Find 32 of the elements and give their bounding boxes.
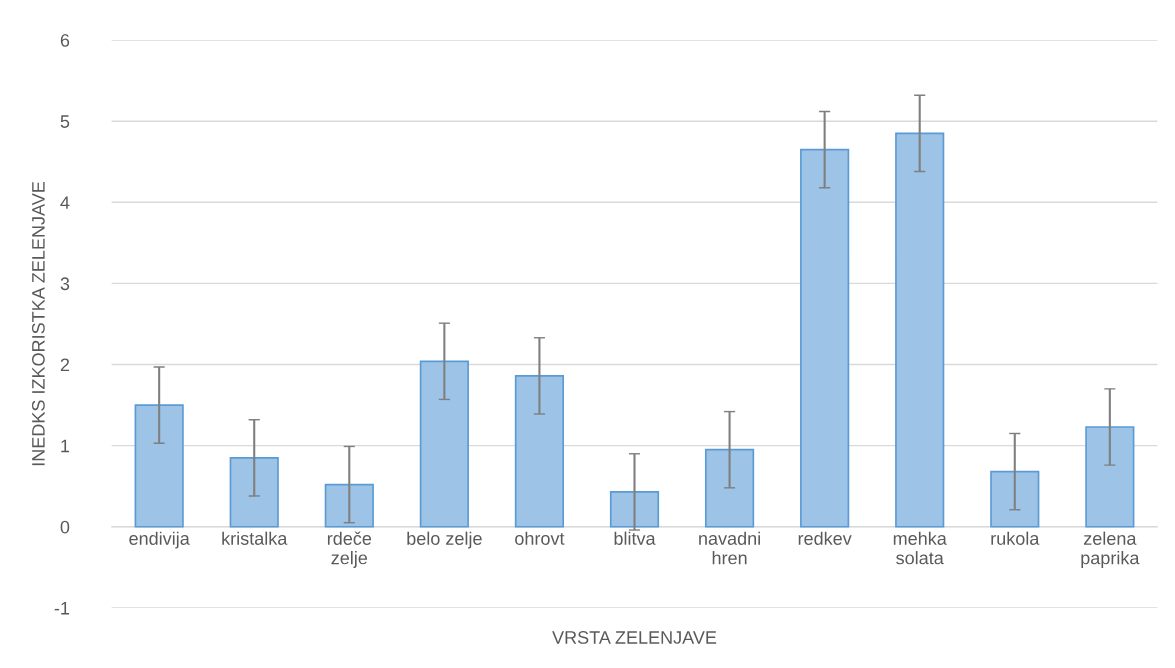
y-tick-label: 1 [61,439,70,453]
x-tick-label: endivija [129,531,190,549]
bar [229,456,279,528]
x-tick-label: kristalka [222,531,288,545]
x-axis-title: VRSTA ZELENJAVE [552,631,717,644]
bar [990,470,1040,528]
x-tick-label: rukola [991,531,1040,545]
x-tick-label: belo zelje [407,531,482,549]
bar [609,491,660,528]
y-tick-label: 2 [60,358,70,372]
bar [800,148,850,528]
x-tick-label: ohrovt [515,531,565,545]
y-tick-label: 5 [60,115,70,128]
y-axis-title: INEDKS IZKORISTKA ZELENJAVE [32,181,45,466]
y-tick-label: 3 [60,277,70,291]
bar [134,404,184,528]
x-tick-label: redkev [798,531,852,545]
bar [895,132,945,528]
x-tick-label: mehka solata [893,531,947,565]
x-tick-label: zelena paprika [1081,531,1140,568]
y-tick-label: 6 [60,34,70,47]
bar [704,448,755,528]
bar [324,483,374,528]
bar [419,360,469,528]
x-tick-label: blitva [614,531,656,545]
y-tick-label: 4 [60,196,70,209]
x-tick-label: navadni hren [699,531,760,565]
x-tick-label: rdeče zelje [327,531,372,568]
bar [1085,426,1135,528]
bar [514,375,565,528]
y-tick-label: 0 [60,520,70,534]
y-tick-label: -1 [54,602,70,615]
